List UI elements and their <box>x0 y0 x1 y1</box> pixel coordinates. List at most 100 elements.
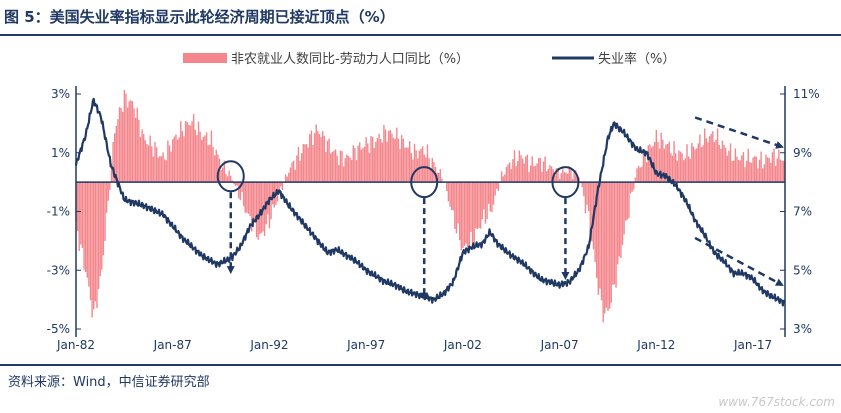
bar <box>620 182 622 259</box>
bar <box>623 182 625 235</box>
bar <box>565 172 567 183</box>
bar <box>402 138 404 183</box>
bar <box>749 161 751 183</box>
bar <box>112 142 114 183</box>
bar <box>697 143 699 183</box>
bar <box>213 155 216 183</box>
bar <box>470 182 472 232</box>
bar <box>330 153 332 183</box>
bar <box>649 144 651 183</box>
bar <box>247 182 250 214</box>
legend-bar-swatch <box>183 53 227 63</box>
bar <box>234 182 237 186</box>
bar <box>467 182 469 252</box>
bar <box>747 148 749 183</box>
bar <box>363 146 366 183</box>
bar <box>170 151 172 183</box>
bar <box>504 174 506 183</box>
bar <box>673 141 675 183</box>
bar <box>675 153 677 183</box>
bar <box>600 182 603 301</box>
bar <box>679 151 682 183</box>
bar <box>457 182 459 224</box>
bar <box>473 182 475 244</box>
bar <box>86 182 88 278</box>
bar <box>763 164 766 183</box>
bar <box>526 154 529 183</box>
x-tick-label: Jan-02 <box>443 338 482 352</box>
bar <box>458 182 461 241</box>
bar <box>729 143 732 183</box>
bar <box>607 182 609 311</box>
bar <box>599 182 601 289</box>
bar <box>505 167 508 183</box>
bar <box>197 121 200 183</box>
bar <box>476 182 479 229</box>
bar <box>531 156 533 183</box>
bar <box>376 137 379 183</box>
bar <box>745 160 748 183</box>
bar <box>375 141 377 183</box>
bar <box>612 182 614 285</box>
bar <box>331 151 334 183</box>
bar <box>581 182 583 188</box>
bar <box>618 182 620 257</box>
bar <box>365 137 367 183</box>
bar <box>163 159 166 183</box>
bar <box>255 182 258 238</box>
bar <box>94 182 97 302</box>
bar <box>196 135 198 183</box>
bar <box>131 101 134 183</box>
bar <box>176 139 179 183</box>
bar <box>537 158 540 183</box>
bar <box>757 168 759 183</box>
bar <box>226 176 229 183</box>
bar <box>636 168 638 183</box>
bar <box>723 144 725 183</box>
bar <box>484 182 487 224</box>
bar <box>724 147 727 183</box>
bar <box>689 158 691 183</box>
bar <box>138 119 140 183</box>
bar <box>304 144 306 183</box>
bar <box>602 182 604 323</box>
x-tick-label: Jan-87 <box>153 338 192 352</box>
bar <box>404 147 406 183</box>
bar <box>246 182 248 213</box>
x-tick-label: Jan-82 <box>56 338 95 352</box>
bar <box>126 107 129 183</box>
bar <box>583 182 585 197</box>
bar <box>573 171 575 183</box>
bar <box>355 160 358 183</box>
bar <box>733 160 735 183</box>
bar <box>89 182 92 301</box>
bar <box>286 176 288 183</box>
bar <box>462 182 464 248</box>
bar <box>136 107 138 183</box>
bar <box>210 130 213 183</box>
bar <box>354 148 356 183</box>
bar <box>676 160 679 183</box>
bar <box>115 125 117 183</box>
bar <box>758 159 761 183</box>
bar <box>655 129 658 183</box>
bar <box>726 155 728 183</box>
bar <box>631 182 633 192</box>
bar <box>658 148 661 183</box>
bar <box>323 135 325 183</box>
x-tick-label: Jan-17 <box>733 338 772 352</box>
bar <box>660 132 662 183</box>
bar <box>547 168 550 183</box>
bar <box>518 150 521 183</box>
bar <box>159 156 161 183</box>
bar <box>613 182 616 285</box>
legend-line-label: 失业率（%） <box>598 51 675 67</box>
left-tick-label: 3% <box>51 87 70 101</box>
bar <box>558 178 561 183</box>
bar <box>520 155 522 183</box>
bar <box>183 136 185 183</box>
bar <box>634 177 637 183</box>
bar <box>118 107 121 183</box>
bar <box>691 142 693 183</box>
bar <box>152 156 155 183</box>
